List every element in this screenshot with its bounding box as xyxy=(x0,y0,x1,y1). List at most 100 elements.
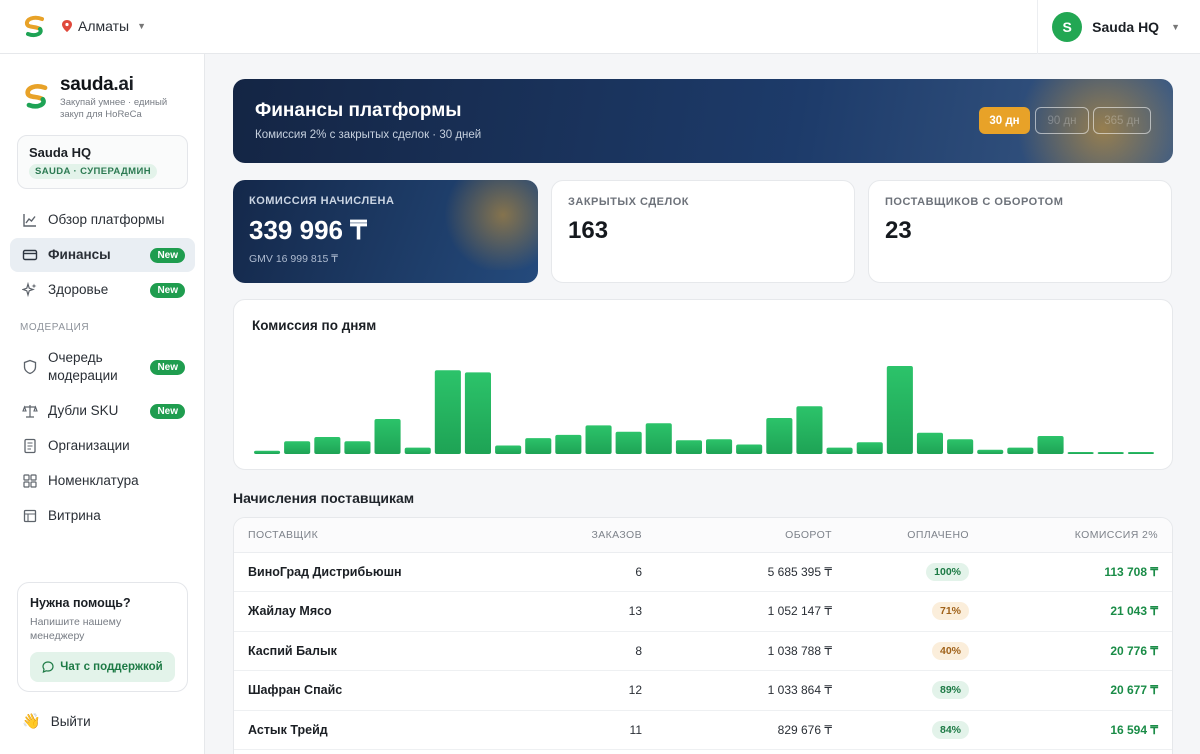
column-header-turnover[interactable]: ОБОРОТ xyxy=(642,518,832,553)
top-bar: Алматы ▼ S Sauda HQ ▼ xyxy=(0,0,1200,54)
paid-badge: 89% xyxy=(931,681,969,700)
user-name: Sauda HQ xyxy=(1092,19,1160,35)
chart-bar[interactable] xyxy=(404,447,431,454)
supplier-name: Жайлау Мясо xyxy=(234,591,522,632)
org-name: Sauda HQ xyxy=(29,145,92,160)
chart-bar[interactable] xyxy=(706,439,733,454)
table-row[interactable]: ВиноГрад Дистрибьюшн 6 5 685 395 ₸ 100% 113 … xyxy=(234,552,1172,592)
chart-bar[interactable] xyxy=(766,418,793,454)
period-30-days-button[interactable]: 30 дн xyxy=(979,107,1030,134)
chart-bar[interactable] xyxy=(675,440,702,454)
sauda-logo-icon[interactable] xyxy=(22,14,48,40)
table-header-row: ПОСТАВЩИК ЗАКАЗОВ ОБОРОТ ОПЛАЧЕНО КОМИСС… xyxy=(234,518,1172,553)
finance-hero-banner: Финансы платформы Комиссия 2% с закрытых… xyxy=(233,79,1173,163)
chart-bar[interactable] xyxy=(1067,452,1094,454)
stats-row: КОМИССИЯ НАЧИСЛЕНА 339 996 ₸ GMV 16 999 … xyxy=(233,180,1173,283)
chart-bar[interactable] xyxy=(1037,436,1064,454)
chart-bar[interactable] xyxy=(525,438,552,454)
sidebar-item-organizations[interactable]: Организации xyxy=(10,429,195,463)
avatar: S xyxy=(1052,12,1083,42)
chart-bar[interactable] xyxy=(615,431,642,454)
stat-card-closed-deals: ЗАКРЫТЫХ СДЕЛОК 163 xyxy=(551,180,855,283)
table-row[interactable]: Жайлау Мясо 13 1 052 147 ₸ 71% 21 043 ₸ xyxy=(234,591,1172,632)
chart-bar[interactable] xyxy=(464,372,491,454)
chart-bar[interactable] xyxy=(1127,452,1154,454)
chart-bar[interactable] xyxy=(284,441,311,454)
sidebar-item-label: Здоровье xyxy=(48,282,109,297)
city-selector[interactable]: Алматы ▼ xyxy=(62,18,146,34)
column-header-paid[interactable]: ОПЛАЧЕНО xyxy=(832,518,969,553)
sidebar-item-moderation-queue[interactable]: Очередь модерации New xyxy=(10,341,195,393)
nav-section-moderation: МОДЕРАЦИЯ xyxy=(20,322,90,333)
user-menu[interactable]: S Sauda HQ ▼ xyxy=(1037,0,1200,54)
location-pin-icon xyxy=(62,20,72,32)
commission-bar-chart xyxy=(254,366,1154,455)
turnover-value: 1 052 147 ₸ xyxy=(642,591,832,632)
org-role-badge: SAUDA · СУПЕРАДМИН xyxy=(29,164,157,179)
chart-bar[interactable] xyxy=(555,434,582,454)
suppliers-table: ПОСТАВЩИК ЗАКАЗОВ ОБОРОТ ОПЛАЧЕНО КОМИСС… xyxy=(234,518,1172,750)
chart-bar[interactable] xyxy=(495,445,522,455)
suppliers-table-card: ПОСТАВЩИК ЗАКАЗОВ ОБОРОТ ОПЛАЧЕНО КОМИСС… xyxy=(233,517,1173,754)
support-chat-label: Чат с поддержкой xyxy=(60,661,163,673)
stat-value: 339 996 ₸ xyxy=(249,215,367,245)
chart-bar[interactable] xyxy=(314,437,341,454)
supplier-name: Каспий Балык xyxy=(234,631,522,671)
chart-bar[interactable] xyxy=(1007,447,1034,454)
sidebar-item-finance[interactable]: Финансы New xyxy=(10,238,195,272)
commission-value: 113 708 ₸ xyxy=(969,552,1172,592)
orders-count: 12 xyxy=(522,670,642,711)
table-row[interactable]: Каспий Балык 8 1 038 788 ₸ 40% 20 776 ₸ xyxy=(234,631,1172,671)
sidebar-item-overview[interactable]: Обзор платформы xyxy=(10,203,195,237)
city-name: Алматы xyxy=(78,18,130,34)
table-row[interactable]: Астык Трейд 11 829 676 ₸ 84% 16 594 ₸ xyxy=(234,710,1172,750)
chart-bar[interactable] xyxy=(344,441,371,454)
scales-icon xyxy=(22,403,38,419)
column-header-commission[interactable]: КОМИССИЯ 2% xyxy=(969,518,1172,553)
period-365-days-button[interactable]: 365 дн xyxy=(1093,107,1151,134)
sidebar-item-health[interactable]: Здоровье New xyxy=(10,273,195,307)
sparkle-icon xyxy=(22,282,38,298)
storefront-icon xyxy=(22,508,38,524)
logout-button[interactable]: 👋 Выйти xyxy=(22,712,91,730)
table-row[interactable]: Шафран Спайс 12 1 033 864 ₸ 89% 20 677 ₸ xyxy=(234,670,1172,711)
sidebar-item-sku-duplicates[interactable]: Дубли SKU New xyxy=(10,394,195,428)
help-title: Нужна помощь? xyxy=(30,596,131,610)
supplier-name: ВиноГрад Дистрибьюшн xyxy=(234,552,522,592)
column-header-supplier[interactable]: ПОСТАВЩИК xyxy=(234,518,522,553)
sidebar-item-showcase[interactable]: Витрина xyxy=(10,499,195,533)
turnover-value: 5 685 395 ₸ xyxy=(642,552,832,592)
sidebar-item-label: Организации xyxy=(48,438,130,453)
chart-bar[interactable] xyxy=(886,366,913,454)
chart-bar[interactable] xyxy=(977,449,1004,454)
chart-bar[interactable] xyxy=(796,406,823,454)
stat-card-commission: КОМИССИЯ НАЧИСЛЕНА 339 996 ₸ GMV 16 999 … xyxy=(233,180,538,283)
paid-cell: 71% xyxy=(832,591,969,632)
brand[interactable]: sauda.ai Закупай умнее · единый закуп дл… xyxy=(22,74,170,121)
sidebar-item-label: Обзор платформы xyxy=(48,212,165,227)
paid-cell: 40% xyxy=(832,631,969,671)
chart-bar[interactable] xyxy=(856,442,883,454)
chart-bar[interactable] xyxy=(736,444,763,455)
stat-label: ПОСТАВЩИКОВ С ОБОРОТОМ xyxy=(885,196,1064,208)
support-chat-button[interactable]: Чат с поддержкой xyxy=(30,652,175,682)
chart-bar[interactable] xyxy=(374,419,401,454)
chart-bar[interactable] xyxy=(585,425,612,454)
column-header-orders[interactable]: ЗАКАЗОВ xyxy=(522,518,642,553)
paid-badge: 71% xyxy=(931,602,969,621)
stat-label: КОМИССИЯ НАЧИСЛЕНА xyxy=(249,195,395,207)
chart-bar[interactable] xyxy=(434,370,461,454)
sidebar-item-nomenclature[interactable]: Номенклатура xyxy=(10,464,195,498)
chart-bar[interactable] xyxy=(826,447,853,454)
chart-bar[interactable] xyxy=(645,423,672,454)
chevron-down-icon: ▼ xyxy=(137,21,147,31)
page-title: Финансы платформы xyxy=(255,100,462,121)
chart-bar[interactable] xyxy=(916,432,943,454)
stat-label: ЗАКРЫТЫХ СДЕЛОК xyxy=(568,196,689,208)
paid-cell: 84% xyxy=(832,710,969,750)
chart-bar[interactable] xyxy=(254,450,281,454)
period-90-days-button[interactable]: 90 дн xyxy=(1035,107,1089,134)
org-card[interactable]: Sauda HQ SAUDA · СУПЕРАДМИН xyxy=(17,135,188,189)
chart-bar[interactable] xyxy=(1097,452,1124,454)
chart-bar[interactable] xyxy=(947,439,974,454)
